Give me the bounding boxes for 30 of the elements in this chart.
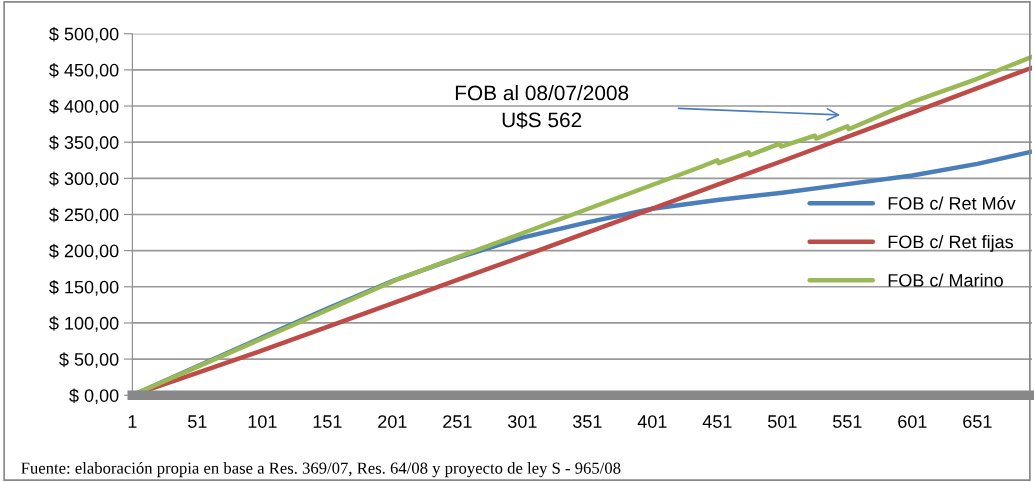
legend-label: FOB c/ Ret Móv — [888, 196, 1016, 210]
y-tick-label: $ 100,00 — [49, 316, 119, 332]
x-tick-label: 1 — [128, 415, 137, 428]
y-tick-label: $ 50,00 — [59, 352, 119, 368]
y-tick-label: $ 350,00 — [49, 135, 119, 152]
x-tick-label: 451 — [702, 415, 732, 428]
y-tick-label: $ 200,00 — [49, 243, 119, 260]
x-tick-label: 501 — [768, 415, 797, 428]
x-tick-label: 151 — [313, 415, 342, 428]
legend-label: FOB c/ Marino — [888, 273, 1003, 287]
y-tick-label: $ 400,00 — [49, 99, 119, 115]
x-tick-label: 51 — [188, 415, 207, 428]
x-tick-label: 301 — [507, 415, 537, 428]
x-tick-label: 401 — [637, 415, 667, 428]
y-tick-label: $ 150,00 — [49, 279, 119, 296]
y-tick-label: $ 250,00 — [49, 207, 119, 224]
x-tick-label: 351 — [572, 415, 602, 428]
y-tick-label: $ 300,00 — [49, 171, 119, 188]
legend-label: FOB c/ Ret fijas — [888, 234, 1014, 252]
x-tick-label: 201 — [378, 415, 407, 428]
y-tick-label: $ 450,00 — [49, 63, 119, 79]
y-tick-label: $ 0,00 — [69, 388, 119, 405]
x-tick-label: 651 — [963, 415, 992, 428]
x-tick-label: 601 — [898, 415, 927, 428]
x-tick-label: 251 — [443, 415, 472, 428]
x-tick-label: 101 — [248, 415, 277, 428]
y-tick-label: $ 500,00 — [49, 26, 119, 43]
annotation: FOB al 08/07/2008 U$S 562 — [455, 85, 629, 129]
source-note: Fuente: elaboración propia en base a Res. 369/07, Res. 64/08 y proyecto de ley S - 965/08 — [21, 462, 621, 478]
x-tick-label: 551 — [833, 415, 862, 428]
